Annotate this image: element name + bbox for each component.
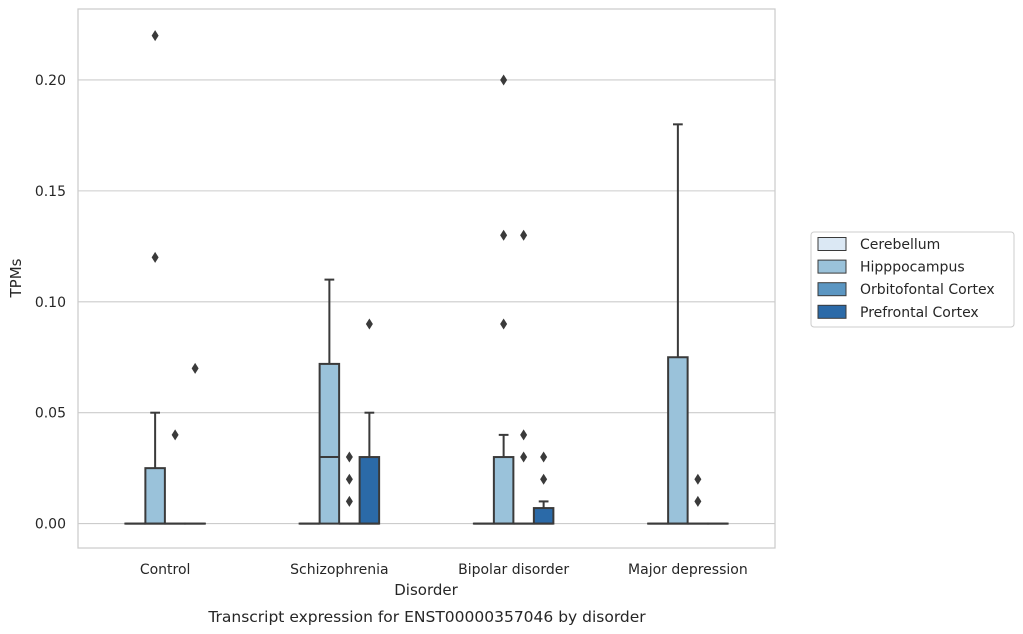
- legend-swatch: [817, 304, 847, 319]
- legend-label: Hipppocampus: [860, 260, 965, 276]
- outlier-point: [694, 495, 702, 507]
- box-body: [667, 356, 689, 525]
- outlier-point: [500, 229, 508, 241]
- outlier-point: [151, 30, 159, 42]
- box-body: [318, 362, 341, 525]
- outlier-point: [520, 451, 528, 463]
- outlier-point: [191, 362, 199, 374]
- outlier-point: [345, 473, 353, 485]
- y-tick-label: 0.05: [35, 406, 66, 422]
- box-2-2: [512, 229, 535, 525]
- outlier-point: [540, 451, 548, 463]
- box-3-0: [184, 362, 206, 525]
- outlier-point: [694, 473, 702, 485]
- outlier-point: [500, 74, 508, 86]
- x-axis-title: Disorder: [394, 581, 458, 599]
- chart-caption: Transcript expression for ENST0000035704…: [207, 608, 646, 626]
- y-tick-label: 0.10: [35, 295, 66, 311]
- x-tick-label: Bipolar disorder: [458, 562, 569, 578]
- legend-label: Cerebellum: [860, 237, 940, 253]
- y-tick-label: 0.20: [35, 73, 66, 89]
- legend-frame: [810, 231, 1015, 328]
- legend: Cerebellum Hipppocampus Orbitofontal Corte…: [810, 231, 1015, 328]
- outlier-point: [345, 495, 353, 507]
- plot-frame: [77, 8, 776, 549]
- box-1-1: [318, 278, 341, 525]
- box-1-3: [667, 123, 689, 525]
- outlier-point: [500, 318, 508, 330]
- x-tick-label: Schizophrenia: [290, 562, 388, 578]
- box-body: [144, 467, 166, 525]
- box-3-2: [532, 451, 555, 525]
- legend-swatch: [817, 259, 847, 274]
- y-tick-labels: 0.00 0.05 0.10 0.15 0.20: [35, 73, 66, 533]
- legend-label: Prefrontal Cortex: [860, 305, 979, 321]
- x-tick-label: Control: [140, 562, 191, 578]
- x-tick-labels: Control Schizophrenia Bipolar disorder Majo…: [140, 562, 748, 578]
- box-1-0: [144, 30, 166, 525]
- legend-swatch: [817, 237, 847, 251]
- y-tick-label: 0.00: [35, 517, 66, 533]
- y-axis-title: TPMs: [7, 258, 25, 298]
- outlier-point: [171, 429, 179, 441]
- legend-label: Orbitofontal Cortex: [860, 282, 995, 298]
- box-1-2: [492, 74, 515, 525]
- box-2-1: [338, 451, 361, 525]
- boxes: [124, 30, 729, 525]
- outlier-point: [540, 473, 548, 485]
- outlier-point: [345, 451, 353, 463]
- box-3-1: [358, 318, 381, 525]
- y-tick-label: 0.15: [35, 184, 66, 200]
- x-tick-label: Major depression: [628, 562, 748, 578]
- box-body: [492, 456, 515, 525]
- outlier-point: [151, 251, 159, 263]
- legend-swatch: [817, 282, 847, 297]
- outlier-point: [520, 229, 528, 241]
- outlier-point: [520, 429, 528, 441]
- box-body: [358, 456, 381, 525]
- box-body: [532, 507, 555, 525]
- box-2-3: [687, 473, 709, 525]
- box-2-0: [164, 429, 186, 525]
- outlier-point: [365, 318, 373, 330]
